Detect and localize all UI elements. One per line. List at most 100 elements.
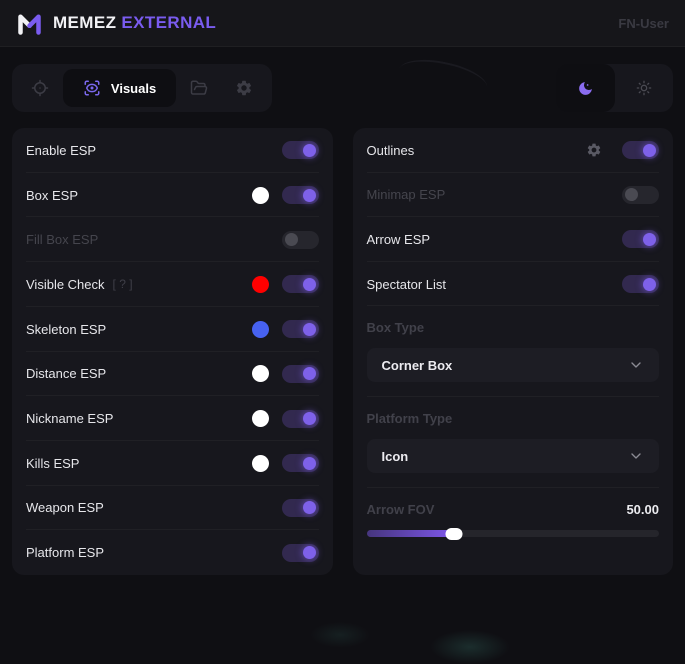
toggle-knob	[302, 367, 316, 381]
toggle-box-esp[interactable]	[281, 186, 319, 205]
toggle-knob	[302, 188, 316, 202]
setting-label: Outlines	[366, 142, 415, 158]
setting-label: Weapon ESP	[26, 500, 104, 516]
toggle-spectator-list[interactable]	[622, 275, 659, 294]
box-type-select[interactable]: Corner Box	[366, 348, 659, 383]
setting-label: Nickname ESP	[26, 411, 114, 427]
logged-in-user: FN-User	[618, 15, 669, 31]
help-hint: [ ? ]	[112, 277, 133, 292]
toggle-knob	[302, 546, 316, 560]
slider-fill	[366, 530, 455, 538]
folder-open-icon	[190, 79, 208, 97]
toggle-knob	[302, 412, 316, 426]
box-type-label: Box Type	[366, 320, 425, 336]
box-type-selected-value: Corner Box	[381, 357, 453, 373]
toggle-knob	[302, 277, 316, 291]
setting-row-kills-esp: Kills ESP	[12, 441, 333, 486]
setting-row-box-esp: Box ESP	[12, 173, 333, 218]
chevron-down-icon	[628, 448, 644, 464]
toggle-arrow-esp[interactable]	[622, 230, 659, 249]
box-type-group: Box Type Corner Box	[353, 306, 674, 398]
setting-label: Arrow ESP	[366, 231, 431, 247]
theme-light-button[interactable]	[615, 64, 674, 112]
color-swatch-kills-esp[interactable]	[251, 454, 269, 472]
setting-row-arrow-esp: Arrow ESP	[353, 217, 674, 262]
toggle-kills-esp[interactable]	[281, 454, 319, 473]
toggle-fill-box-esp[interactable]	[281, 230, 319, 249]
tab-visuals-label: Visuals	[110, 80, 157, 96]
setting-row-skeleton-esp: Skeleton ESP	[12, 307, 333, 352]
setting-row-minimap-esp: Minimap ESP	[353, 173, 674, 218]
sun-icon	[636, 80, 652, 96]
platform-type-select[interactable]: Icon	[366, 439, 659, 474]
chevron-down-icon	[628, 357, 644, 373]
tabs-group: Visuals	[12, 64, 272, 112]
setting-row-nickname-esp: Nickname ESP	[12, 396, 333, 441]
setting-row-spectator-list: Spectator List	[353, 262, 674, 307]
toggle-knob	[625, 188, 638, 202]
setting-label-text: Visible Check	[26, 276, 105, 292]
arrow-fov-value: 50.00	[626, 502, 659, 518]
setting-label: Spectator List	[366, 276, 447, 292]
crosshair-icon	[31, 79, 49, 97]
toggle-enable-esp[interactable]	[281, 141, 319, 160]
toggle-minimap-esp[interactable]	[622, 185, 659, 204]
setting-row-visible-check: Visible Check [ ? ]	[12, 262, 333, 307]
toggle-weapon-esp[interactable]	[281, 498, 319, 517]
tab-settings[interactable]	[221, 64, 266, 112]
toggle-knob	[643, 232, 656, 246]
tab-configs[interactable]	[176, 64, 221, 112]
toggle-platform-esp[interactable]	[281, 543, 319, 562]
color-swatch-nickname-esp[interactable]	[251, 410, 269, 428]
toggle-visible-check[interactable]	[281, 275, 319, 294]
toggle-knob	[643, 143, 656, 157]
gear-icon	[586, 142, 602, 158]
slider-handle[interactable]	[445, 527, 463, 540]
tab-aimbot[interactable]	[18, 64, 63, 112]
toggle-knob	[284, 233, 298, 247]
setting-row-distance-esp: Distance ESP	[12, 352, 333, 397]
setting-label: Platform ESP	[26, 545, 105, 561]
theme-dark-button[interactable]	[556, 64, 615, 112]
setting-label: Enable ESP	[26, 142, 97, 158]
setting-row-fill-box-esp: Fill Box ESP	[12, 217, 333, 262]
toggle-knob	[302, 143, 316, 157]
esp-panel-left: Enable ESP Box ESP Fill Box ESP Visible …	[12, 128, 333, 575]
toggle-knob	[302, 501, 316, 515]
setting-label: Visible Check [ ? ]	[26, 277, 133, 292]
eye-scan-icon	[83, 79, 101, 97]
background-art	[430, 630, 510, 664]
color-swatch-box-esp[interactable]	[251, 186, 269, 204]
setting-label: Minimap ESP	[366, 187, 446, 203]
tab-visuals[interactable]: Visuals	[62, 69, 177, 107]
setting-label: Distance ESP	[26, 366, 107, 382]
platform-type-selected-value: Icon	[381, 448, 409, 464]
arrow-fov-label: Arrow FOV	[366, 502, 435, 518]
toggle-outlines[interactable]	[622, 141, 659, 160]
setting-label: Fill Box ESP	[26, 232, 99, 248]
color-swatch-visible-check[interactable]	[251, 275, 269, 293]
esp-panel-right: Outlines Minimap ESP Arrow ESP	[352, 128, 674, 575]
settings-panels: Enable ESP Box ESP Fill Box ESP Visible …	[12, 128, 673, 575]
gear-icon	[235, 79, 253, 97]
background-art	[310, 622, 370, 648]
arrow-fov-group: Arrow FOV 50.00	[353, 488, 674, 540]
toggle-distance-esp[interactable]	[281, 364, 319, 383]
tab-bar: Visuals	[12, 64, 673, 112]
setting-row-weapon-esp: Weapon ESP	[12, 486, 333, 531]
brand-accent: EXTERNAL	[121, 13, 217, 32]
moon-icon	[577, 80, 594, 97]
toggle-knob	[302, 322, 316, 336]
toggle-knob	[302, 456, 316, 470]
toggle-nickname-esp[interactable]	[281, 409, 319, 428]
color-swatch-skeleton-esp[interactable]	[251, 320, 269, 338]
outlines-settings-button[interactable]	[586, 142, 602, 158]
setting-row-enable-esp: Enable ESP	[12, 128, 333, 173]
arrow-fov-slider[interactable]	[366, 527, 659, 540]
brand-primary: MEMEZ	[53, 13, 117, 32]
app-title: MEMEZ EXTERNAL	[53, 13, 216, 33]
setting-label: Skeleton ESP	[26, 321, 107, 337]
color-swatch-distance-esp[interactable]	[251, 365, 269, 383]
toggle-skeleton-esp[interactable]	[281, 320, 319, 339]
memez-logo-icon	[16, 10, 43, 37]
